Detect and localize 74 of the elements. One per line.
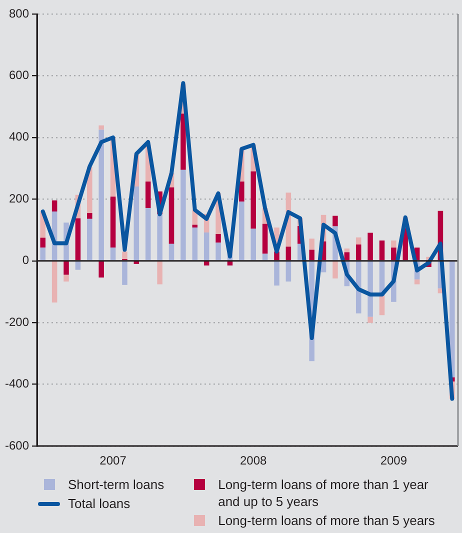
- bar: [309, 238, 314, 250]
- bar: [344, 248, 350, 252]
- bar: [75, 218, 81, 260]
- bar: [368, 261, 373, 317]
- bar: [192, 228, 198, 260]
- bar: [168, 187, 174, 244]
- y-tick-label: 600: [8, 68, 30, 82]
- bar: [368, 316, 373, 323]
- bar: [168, 244, 174, 260]
- bar: [87, 218, 92, 260]
- bar: [134, 261, 140, 264]
- bar: [87, 213, 92, 219]
- legend-label: Long-term loans of more than 1 year and up to 5 years: [218, 476, 430, 510]
- x-tick-label: 2008: [240, 454, 268, 468]
- bar: [216, 242, 221, 260]
- bar: [332, 261, 338, 278]
- bar: [98, 130, 104, 260]
- bar: [157, 261, 162, 284]
- bar: [134, 186, 140, 260]
- y-tick-label: 200: [8, 191, 30, 206]
- bar: [52, 200, 58, 212]
- bar: [391, 248, 396, 260]
- bar: [216, 234, 221, 243]
- bar: [274, 261, 280, 286]
- bar: [110, 248, 116, 260]
- bar: [332, 216, 338, 226]
- bar: [309, 250, 314, 260]
- bar: [320, 261, 326, 272]
- bar: [75, 261, 81, 270]
- y-tick-label: 400: [8, 130, 30, 144]
- bar: [286, 246, 292, 260]
- bar: [122, 261, 128, 285]
- bar: [40, 238, 46, 248]
- bar: [64, 274, 69, 282]
- bar: [204, 232, 210, 260]
- bar: [414, 279, 420, 284]
- bar: [250, 228, 256, 260]
- bar: [98, 125, 104, 130]
- y-tick-label: 0: [22, 253, 30, 268]
- x-tick-label: 2007: [100, 454, 127, 468]
- bar: [239, 202, 244, 260]
- x-tick-label: 2009: [380, 454, 408, 468]
- bar: [52, 261, 58, 303]
- bar: [391, 240, 396, 248]
- bar: [110, 196, 116, 248]
- bar: [286, 261, 292, 282]
- y-tick-label: 800: [8, 6, 30, 20]
- bar: [204, 261, 210, 266]
- bar: [368, 232, 373, 260]
- legend-label: Long-term loans of more than 5 years: [218, 512, 435, 529]
- y-tick-label: -400: [4, 376, 30, 391]
- bar: [344, 252, 350, 260]
- bar: [98, 261, 104, 278]
- y-tick-label: -600: [4, 438, 30, 452]
- bar: [145, 208, 151, 260]
- bar: [262, 224, 268, 254]
- bar: [450, 261, 455, 378]
- bar: [250, 171, 256, 229]
- bar: [379, 240, 385, 260]
- bar: [180, 170, 186, 260]
- bar: [122, 252, 128, 260]
- legend-label: Short-term loans: [68, 476, 164, 493]
- bar: [379, 296, 385, 316]
- y-tick-label: -200: [4, 314, 30, 329]
- bar: [180, 114, 186, 170]
- bar: [40, 248, 46, 260]
- bar: [356, 244, 362, 260]
- bar: [157, 214, 162, 260]
- bar: [227, 261, 233, 266]
- bar: [239, 182, 244, 202]
- legend-label: Total loans: [68, 495, 130, 512]
- bar: [356, 237, 362, 245]
- bar: [145, 182, 151, 208]
- bar: [64, 261, 69, 275]
